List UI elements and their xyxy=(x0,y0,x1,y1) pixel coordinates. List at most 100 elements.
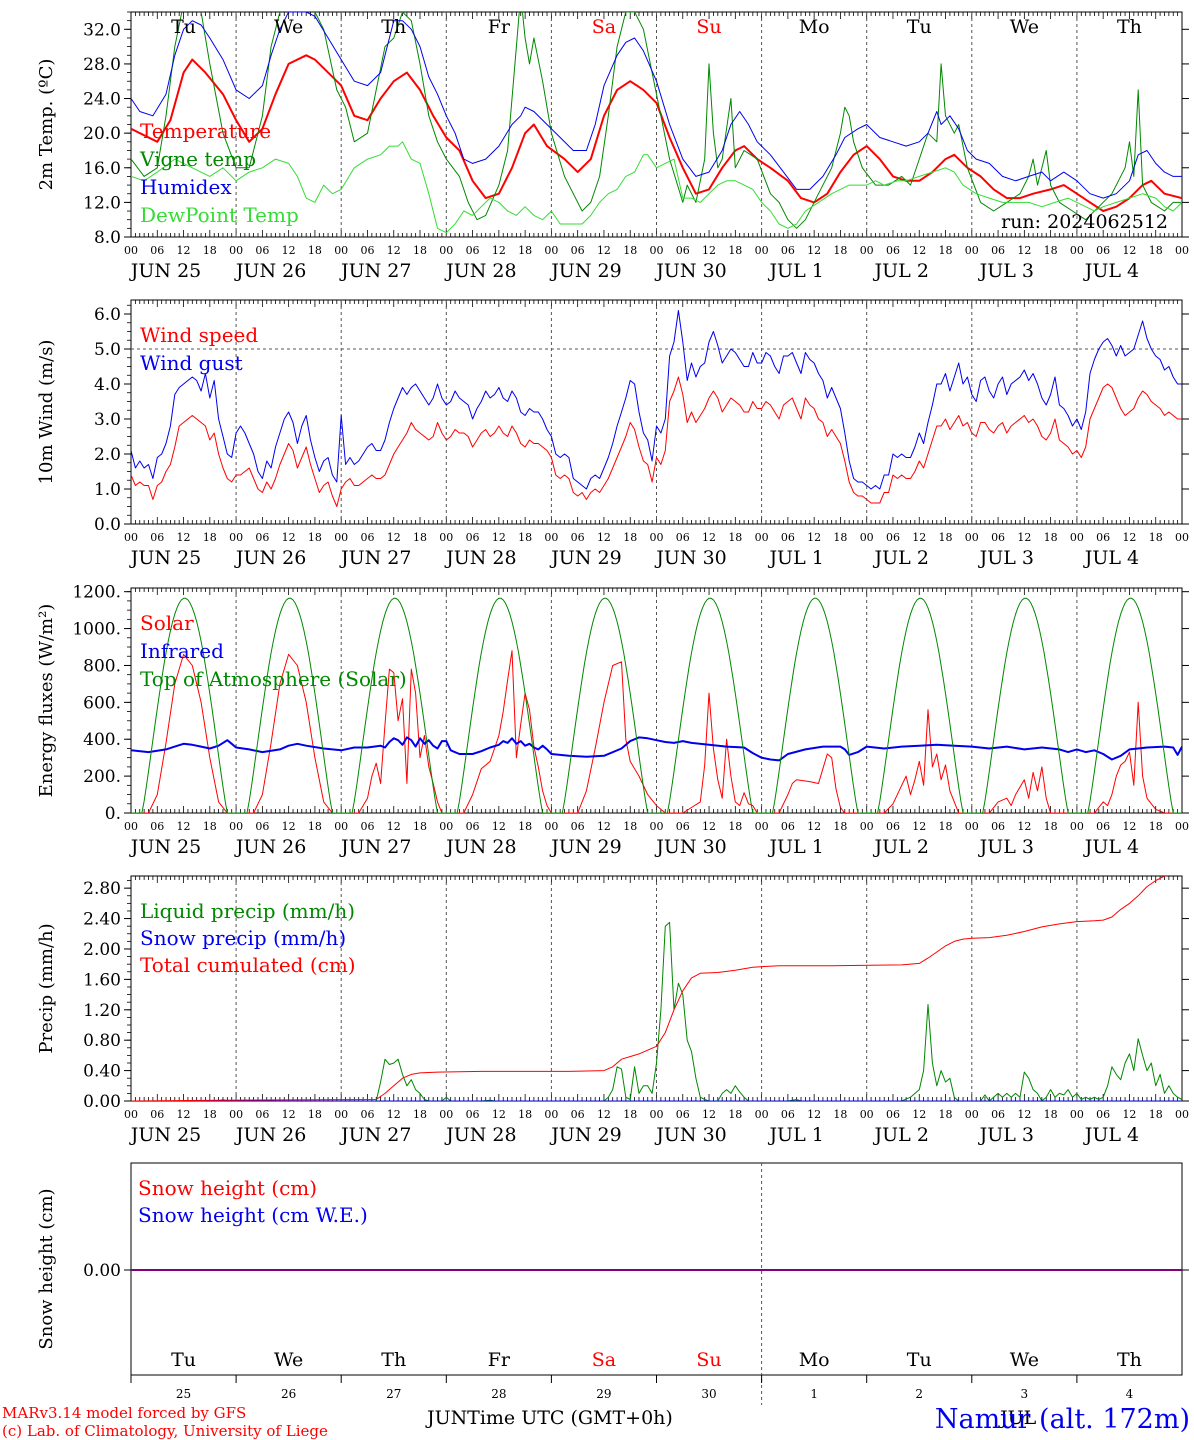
hour-tick-label: 12 xyxy=(1017,244,1031,257)
y-tick-label: 2.80 xyxy=(83,879,121,899)
hour-tick-label: 18 xyxy=(1044,820,1058,833)
hour-tick-label: 18 xyxy=(1149,244,1163,257)
hour-tick-label: 12 xyxy=(597,531,611,544)
panel-3: 00 06 12 18 00 06 12 18 00 06 12 18 00 06 12 18 00 06 12 18… xyxy=(36,583,1189,858)
hour-tick-label: 18 xyxy=(833,1108,847,1121)
y-tick-label: 0.00 xyxy=(83,1092,121,1112)
hour-tick-label: 18 xyxy=(308,820,322,833)
hour-tick-label: 00 xyxy=(439,1108,453,1121)
weekday-label: Mo xyxy=(799,16,830,38)
hour-tick-label: 00 xyxy=(860,531,874,544)
lab-credit: (c) Lab. of Climatology, University of L… xyxy=(2,1422,328,1440)
weekday-label: Tu xyxy=(907,1349,932,1371)
hour-tick-label: 00 xyxy=(650,820,664,833)
hour-tick-label: 18 xyxy=(939,531,953,544)
legend-entry: Solar xyxy=(140,611,194,635)
hour-tick-label: 06 xyxy=(150,244,164,257)
hour-tick-label: 12 xyxy=(282,244,296,257)
day-label: JUN 27 xyxy=(339,547,411,569)
hour-tick-label: 18 xyxy=(518,244,532,257)
hour-tick-label: 18 xyxy=(623,531,637,544)
hour-tick-label: 00 xyxy=(860,820,874,833)
day-label: JUN 28 xyxy=(444,836,516,858)
hour-tick-label: 00 xyxy=(334,531,348,544)
hour-tick-label: 00 xyxy=(965,1108,979,1121)
hour-tick-label: 18 xyxy=(1149,1108,1163,1121)
hour-tick-label: 00 xyxy=(439,531,453,544)
series-line-liquid-precip-mm-h xyxy=(131,921,1182,1101)
legend-entry: Snow height (cm) xyxy=(138,1176,317,1200)
legend-entry: Wind gust xyxy=(140,351,243,375)
day-label: JUN 28 xyxy=(444,1124,516,1146)
hour-tick-label: 18 xyxy=(413,1108,427,1121)
day-number-label: 4 xyxy=(1126,1387,1134,1401)
hour-tick-label: 06 xyxy=(886,820,900,833)
hour-tick-label: 18 xyxy=(413,244,427,257)
legend-entry: Wind speed xyxy=(140,323,258,347)
y-tick-label: 400. xyxy=(83,730,121,750)
hour-tick-label: 06 xyxy=(1096,244,1110,257)
weekday-label: Th xyxy=(381,1349,406,1371)
hour-tick-label: 06 xyxy=(360,531,374,544)
panel-frame xyxy=(130,587,1183,814)
hour-tick-label: 00 xyxy=(229,244,243,257)
hour-tick-label: 06 xyxy=(676,1108,690,1121)
hour-tick-label: 06 xyxy=(255,531,269,544)
legend-entry: DewPoint Temp xyxy=(140,203,299,227)
hour-tick-label: 06 xyxy=(466,820,480,833)
hour-tick-label: 12 xyxy=(702,820,716,833)
hour-tick-label: 18 xyxy=(413,820,427,833)
hour-tick-label: 00 xyxy=(544,531,558,544)
hour-tick-label: 00 xyxy=(544,244,558,257)
day-label: JUN 26 xyxy=(234,547,306,569)
hour-tick-label: 12 xyxy=(177,1108,191,1121)
day-label: JUN 30 xyxy=(654,547,726,569)
hour-tick-label: 00 xyxy=(334,820,348,833)
panel-2: 00 06 12 18 00 06 12 18 00 06 12 18 00 06 12 18 00 06 12 18… xyxy=(36,299,1189,569)
hour-tick-label: 00 xyxy=(1175,244,1189,257)
day-label: JUN 30 xyxy=(654,260,726,282)
weekday-label: Th xyxy=(1117,1349,1142,1371)
weekday-label: Sa xyxy=(592,1349,616,1371)
legend-entry: Vigne temp xyxy=(139,147,256,171)
hour-tick-label: 06 xyxy=(360,244,374,257)
hour-tick-label: 06 xyxy=(571,531,585,544)
day-number-label: 30 xyxy=(701,1387,716,1401)
hour-tick-label: 00 xyxy=(124,531,138,544)
hour-tick-label: 18 xyxy=(728,244,742,257)
hour-tick-label: 06 xyxy=(571,820,585,833)
hour-tick-label: 06 xyxy=(255,244,269,257)
day-label: JUN 30 xyxy=(654,1124,726,1146)
hour-tick-label: 12 xyxy=(702,531,716,544)
hour-tick-label: 12 xyxy=(807,1108,821,1121)
hour-tick-label: 18 xyxy=(939,244,953,257)
hour-tick-label: 12 xyxy=(282,820,296,833)
hour-tick-label: 18 xyxy=(623,1108,637,1121)
hour-tick-label: 06 xyxy=(886,244,900,257)
weekday-label: Su xyxy=(696,1349,721,1371)
legend-entry: Total cumulated (cm) xyxy=(140,953,356,977)
day-label: JUN 26 xyxy=(234,836,306,858)
day-label: JUL 3 xyxy=(978,836,1034,858)
hour-tick-label: 06 xyxy=(1096,531,1110,544)
hour-tick-label: 06 xyxy=(150,531,164,544)
weekday-label: Th xyxy=(381,16,406,38)
y-tick-label: 1.20 xyxy=(83,1001,121,1021)
y-tick-label: 1000. xyxy=(72,620,121,640)
hour-tick-label: 00 xyxy=(1070,1108,1084,1121)
hour-tick-label: 00 xyxy=(124,820,138,833)
weekday-label: We xyxy=(1010,16,1039,38)
panel-1: 00 06 12 18 00 06 12 18 00 06 12 18 00 06 12 18 00 06 12 18… xyxy=(36,11,1189,282)
panel-4: 00 06 12 18 00 06 12 18 00 06 12 18 00 06 12 18 00 06 12 18… xyxy=(36,875,1189,1146)
day-label: JUL 4 xyxy=(1083,836,1139,858)
legend-entry: Snow height (cm W.E.) xyxy=(138,1203,368,1227)
day-label: JUL 3 xyxy=(978,547,1034,569)
hour-tick-label: 06 xyxy=(1096,1108,1110,1121)
day-label: JUL 1 xyxy=(767,836,823,858)
hour-tick-label: 18 xyxy=(623,244,637,257)
day-label: JUL 2 xyxy=(873,547,929,569)
hour-tick-label: 18 xyxy=(308,531,322,544)
day-number-label: 29 xyxy=(596,1387,611,1401)
hour-tick-label: 18 xyxy=(939,1108,953,1121)
hour-tick-label: 12 xyxy=(492,244,506,257)
